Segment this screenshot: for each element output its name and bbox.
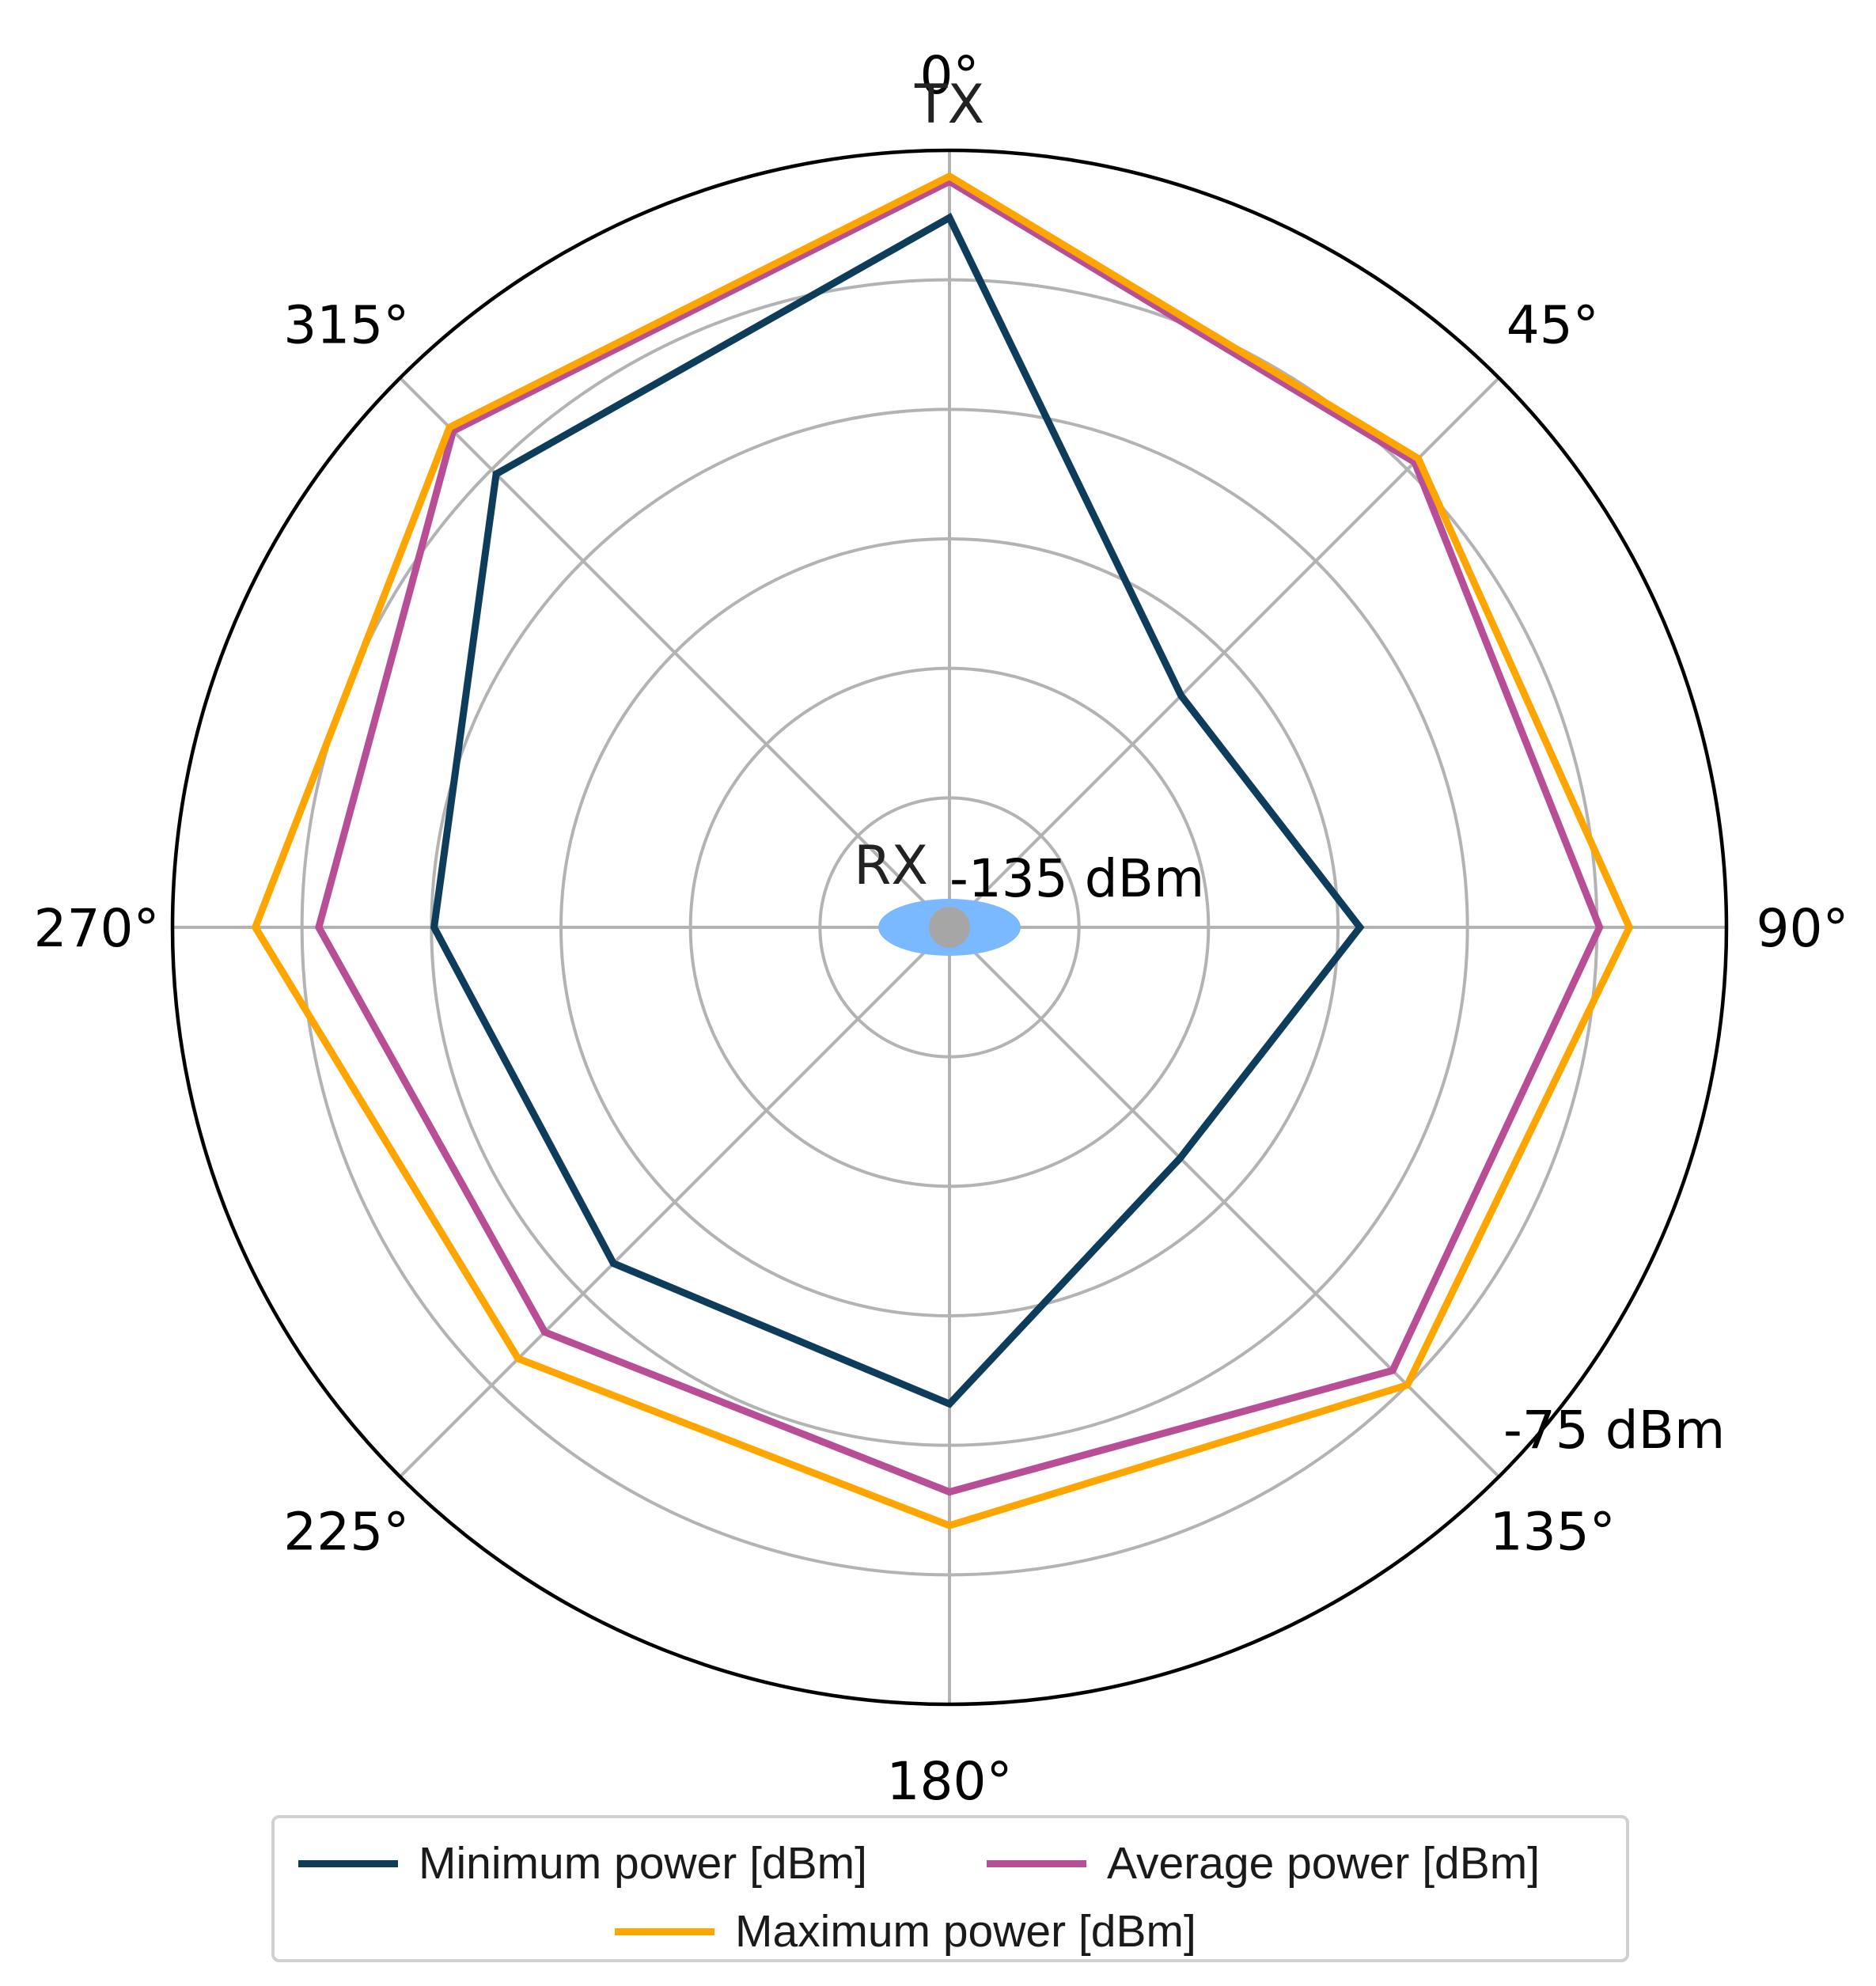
angle-tick-label: 180° — [887, 1751, 1013, 1812]
angle-tick-label: 315° — [283, 295, 409, 356]
legend-label-minimum: Minimum power [dBm] — [419, 1838, 867, 1889]
grid-spoke — [948, 926, 1500, 1478]
tx-label: TX — [914, 74, 984, 136]
legend-item-average: Average power [dBm] — [987, 1837, 1540, 1889]
grid-spoke — [399, 377, 951, 929]
angle-tick-label: 225° — [283, 1501, 409, 1562]
rx-label: RX — [854, 835, 928, 897]
series-line-minimum — [430, 212, 1365, 1408]
series-line-maximum — [251, 172, 1634, 1529]
angle-tick-label: 135° — [1490, 1501, 1616, 1562]
radial-label-inner: -135 dBm — [949, 848, 1204, 909]
legend-swatch-maximum — [615, 1927, 714, 1935]
series-line-average — [315, 177, 1604, 1496]
polar-frame — [170, 148, 1729, 1707]
radial-label-outer: -75 dBm — [1503, 1400, 1725, 1461]
legend-swatch-minimum — [298, 1859, 398, 1867]
grid-spoke — [948, 377, 1500, 929]
angle-tick-label: 270° — [34, 898, 160, 959]
legend-item-minimum: Minimum power [dBm] — [298, 1837, 867, 1889]
angle-tick-label: 0° — [920, 45, 980, 106]
legend-label-maximum: Maximum power [dBm] — [735, 1906, 1196, 1957]
polar-grid — [170, 148, 1729, 1707]
angle-tick-label: 90° — [1757, 898, 1849, 959]
legend: Minimum power [dBm] Average power [dBm] … — [271, 1815, 1629, 1962]
tick-labels: 0° 45° 90° 135° 180° 225° 270° 315° — [34, 45, 1849, 1812]
angle-tick-label: 45° — [1506, 295, 1599, 356]
legend-item-maximum: Maximum power [dBm] — [615, 1905, 1196, 1958]
legend-swatch-average — [987, 1859, 1086, 1867]
grid-spoke — [399, 926, 951, 1478]
polar-chart: 0° 45° 90° 135° 180° 225° 270° 315° TX RX -135 … — [34, 45, 1849, 1812]
series-lines — [251, 172, 1634, 1529]
rx-marker-group — [878, 899, 1021, 956]
rx-center-dot — [929, 907, 970, 948]
legend-label-average: Average power [dBm] — [1107, 1838, 1541, 1889]
